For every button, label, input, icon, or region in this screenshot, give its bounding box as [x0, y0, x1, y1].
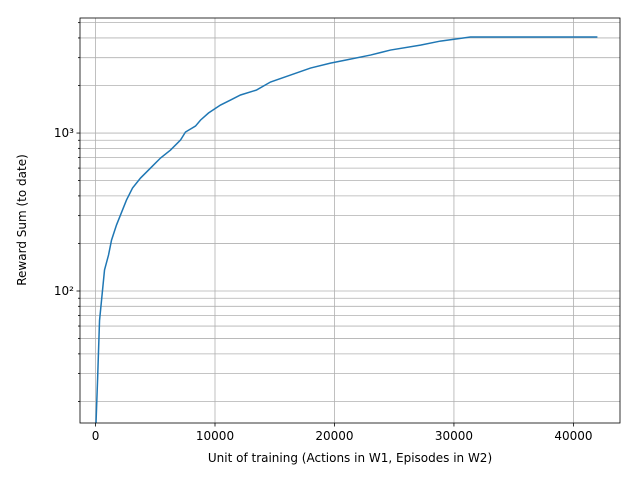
x-tick-label: 10000	[196, 429, 234, 443]
x-tick-label: 20000	[315, 429, 353, 443]
y-tick-label: 10²	[54, 284, 74, 298]
line-series	[95, 36, 598, 423]
plot-frame	[79, 17, 621, 424]
x-tick-label: 30000	[435, 429, 473, 443]
y-axis-label: Reward Sum (to date)	[15, 154, 29, 286]
y-tick-label: 10³	[54, 126, 74, 140]
x-tick-label: 40000	[554, 429, 592, 443]
x-axis-label: Unit of training (Actions in W1, Episode…	[208, 451, 492, 465]
x-tick-label: 0	[92, 429, 100, 443]
